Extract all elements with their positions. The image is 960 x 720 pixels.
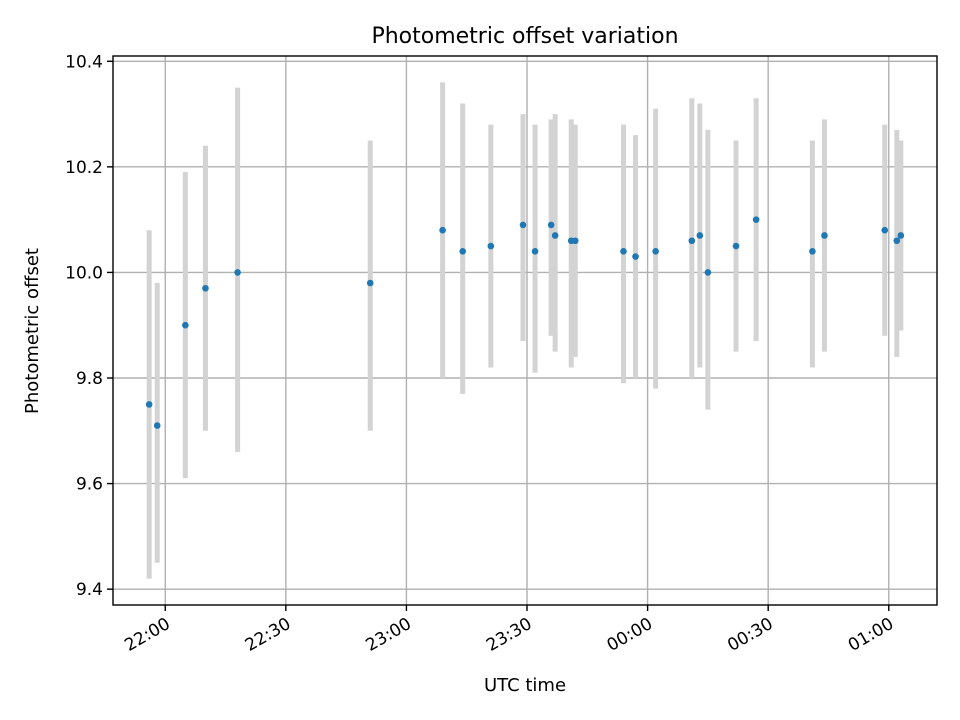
data-point (487, 242, 495, 250)
data-point (182, 321, 189, 329)
data-point (234, 269, 241, 276)
x-axis-label: UTC time (484, 675, 566, 696)
data-point (688, 237, 696, 245)
x-axis-ticks: 22:00 22:30 23:00 23:30 00:00 00:30 01:00 (121, 605, 897, 656)
data-point (519, 221, 527, 229)
y-axis-label: Photometric offset (22, 248, 43, 414)
x-tick-label: 00:00 (604, 614, 656, 656)
data-point (531, 248, 539, 255)
data-point (893, 237, 901, 245)
data-point (881, 226, 889, 234)
y-tick-label: 9.8 (76, 369, 103, 389)
data-point (571, 237, 579, 245)
data-point (732, 242, 740, 250)
data-point (704, 269, 712, 276)
data-point (632, 253, 639, 260)
data-point (366, 279, 374, 287)
x-tick-label: 22:30 (242, 614, 294, 656)
y-axis-ticks: 9.4 9.6 9.8 10.0 10.2 10.4 (65, 52, 113, 600)
y-tick-label: 10.4 (65, 52, 103, 72)
data-point (652, 248, 659, 255)
data-point (551, 232, 559, 239)
data-point (153, 422, 161, 429)
data-point (547, 221, 555, 229)
x-tick-label: 23:30 (483, 614, 535, 656)
data-point (696, 232, 704, 239)
y-tick-label: 10.2 (65, 158, 103, 178)
chart-title: Photometric offset variation (371, 24, 678, 49)
data-point (202, 284, 209, 292)
data-point (821, 232, 828, 239)
data-points (145, 216, 905, 429)
data-point (809, 248, 816, 255)
data-point (145, 401, 153, 408)
x-tick-label: 22:00 (121, 614, 173, 656)
plot-frame (112, 55, 938, 606)
y-tick-label: 10.0 (65, 263, 103, 283)
x-tick-label: 23:00 (362, 614, 414, 656)
x-tick-label: 01:00 (845, 614, 897, 656)
error-bars (146, 82, 904, 579)
data-point (752, 216, 760, 223)
data-point (459, 248, 466, 255)
y-tick-label: 9.6 (76, 475, 103, 495)
data-point (897, 232, 905, 239)
x-tick-label: 00:30 (724, 614, 776, 656)
data-point (439, 226, 446, 234)
y-tick-label: 9.4 (76, 580, 103, 600)
data-point (620, 248, 627, 255)
